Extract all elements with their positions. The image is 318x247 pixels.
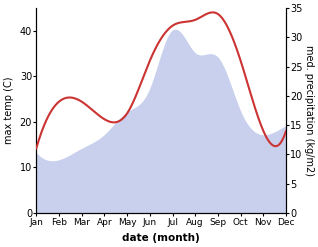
Y-axis label: med. precipitation (kg/m2): med. precipitation (kg/m2) (304, 45, 314, 176)
X-axis label: date (month): date (month) (122, 233, 200, 243)
Y-axis label: max temp (C): max temp (C) (4, 77, 14, 144)
